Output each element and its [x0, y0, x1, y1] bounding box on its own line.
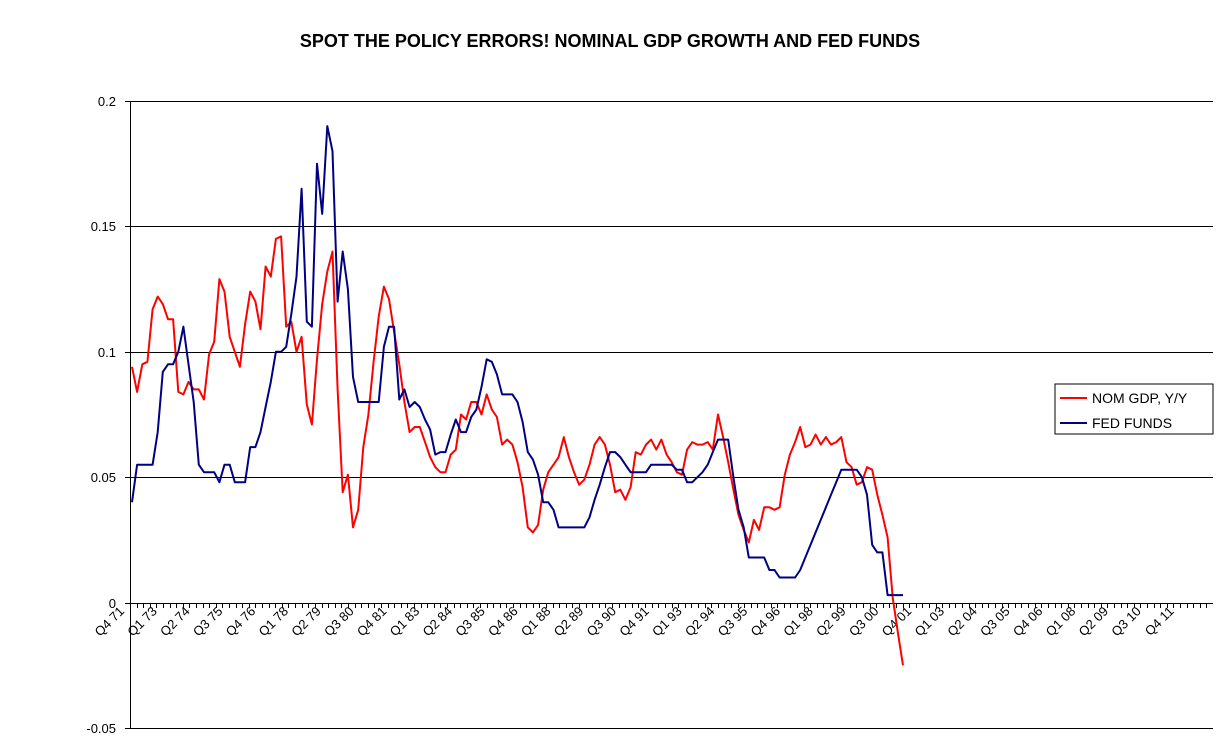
legend-box — [1054, 383, 1214, 435]
x-tick-label: Q2 94 — [682, 604, 718, 640]
legend-label-fed-funds: FED FUNDS — [1092, 415, 1172, 431]
x-tick-label: Q4 96 — [747, 604, 783, 640]
x-tick-label: Q2 74 — [157, 604, 193, 640]
y-tick-label: 0.15 — [91, 219, 116, 234]
axes — [130, 101, 1213, 728]
series-line-nom-gdp — [131, 235, 904, 666]
legend: NOM GDP, Y/Y FED FUNDS — [1054, 383, 1214, 435]
series-lines — [131, 125, 904, 666]
x-tick-label: Q4 86 — [485, 604, 521, 640]
x-tick-label: Q4 81 — [354, 604, 390, 640]
y-tick-label: 0.05 — [91, 470, 116, 485]
x-tick-label: Q1 93 — [649, 604, 685, 640]
y-axis-ticks: -0.05 0 0.05 0.1 0.15 0.2 — [86, 94, 130, 736]
x-tick-label: Q2 84 — [419, 604, 455, 640]
y-tick-label: -0.05 — [86, 721, 116, 736]
x-tick-label: Q4 91 — [616, 604, 652, 640]
x-tick-label: Q3 80 — [321, 604, 357, 640]
y-tick-label: 0 — [109, 596, 116, 611]
x-tick-label: Q1 73 — [124, 604, 160, 640]
x-tick-label: Q3 00 — [846, 604, 882, 640]
x-tick-label: Q1 03 — [911, 604, 947, 640]
y-tick-label: 0.2 — [98, 94, 116, 109]
x-tick-label: Q3 05 — [977, 604, 1013, 640]
y-tick-label: 0.1 — [98, 345, 116, 360]
x-tick-label: Q1 83 — [387, 604, 423, 640]
chart-title: SPOT THE POLICY ERRORS! NOMINAL GDP GROW… — [300, 31, 920, 51]
legend-label-nom-gdp: NOM GDP, Y/Y — [1092, 390, 1188, 406]
x-tick-label: Q4 11 — [1142, 604, 1177, 639]
x-tick-label: Q2 04 — [944, 604, 980, 640]
x-tick-label: Q2 79 — [288, 604, 324, 640]
x-tick-label: Q4 76 — [223, 604, 259, 640]
x-tick-label: Q2 09 — [1075, 604, 1111, 640]
x-tick-label: Q2 89 — [551, 604, 587, 640]
x-tick-label: Q2 99 — [813, 604, 849, 640]
x-tick-label: Q3 85 — [452, 604, 488, 640]
x-tick-label: Q3 10 — [1108, 604, 1144, 640]
series-line-fed-funds — [131, 125, 903, 597]
x-tick-label: Q4 06 — [1010, 604, 1046, 640]
x-tick-label: Q1 08 — [1043, 604, 1079, 640]
x-tick-label: Q1 98 — [780, 604, 816, 640]
x-tick-label: Q3 90 — [583, 604, 619, 640]
x-tick-label: Q3 75 — [190, 604, 226, 640]
x-tick-label: Q1 78 — [255, 604, 291, 640]
x-tick-label: Q1 88 — [518, 604, 554, 640]
x-tick-label: Q3 95 — [715, 604, 751, 640]
